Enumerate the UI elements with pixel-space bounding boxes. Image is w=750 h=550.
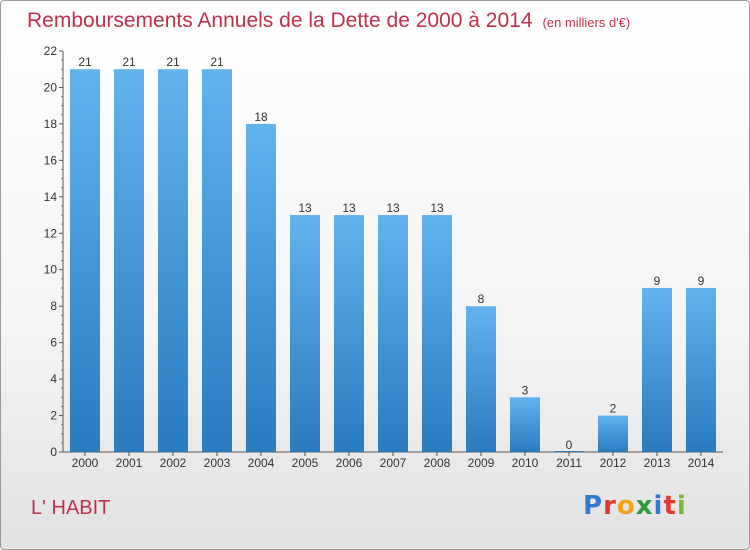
bar [114, 69, 144, 453]
bar [158, 69, 188, 453]
bar [202, 69, 232, 453]
data-label: 13 [430, 201, 444, 215]
y-tick-label: 6 [50, 336, 57, 350]
x-tick-label: 2012 [600, 456, 627, 470]
data-label: 21 [78, 55, 92, 69]
x-tick-label: 2001 [116, 456, 143, 470]
y-tick-label: 0 [50, 445, 57, 459]
x-tick-label: 2004 [248, 456, 275, 470]
logo-letter: i [653, 491, 664, 521]
data-label: 18 [254, 110, 268, 124]
bar [422, 215, 452, 452]
commune-name: L' HABIT [31, 497, 111, 519]
data-label: 13 [298, 201, 312, 215]
y-tick-label: 20 [44, 80, 58, 94]
title-unit: (en milliers d'€) [542, 15, 631, 30]
x-tick-label: 2014 [688, 456, 715, 470]
bar [686, 287, 716, 452]
data-label: 21 [210, 55, 224, 69]
bar [70, 69, 100, 453]
data-label: 3 [522, 383, 529, 397]
logo-letter: r [603, 491, 617, 521]
data-label: 9 [654, 274, 661, 288]
bar [378, 215, 408, 452]
data-label: 0 [566, 438, 573, 452]
y-tick-label: 2 [50, 409, 57, 423]
logo-letter: x [635, 491, 654, 521]
x-tick-label: 2000 [72, 456, 99, 470]
bar [642, 287, 672, 452]
data-label: 21 [122, 55, 136, 69]
data-label: 13 [386, 201, 400, 215]
bar [598, 415, 628, 452]
y-tick-label: 10 [44, 263, 58, 277]
x-tick-label: 2013 [644, 456, 671, 470]
logo-letter: i [676, 491, 687, 521]
bar [466, 306, 496, 452]
y-tick-label: 12 [44, 226, 58, 240]
x-tick-label: 2007 [380, 456, 407, 470]
bar [246, 123, 276, 452]
x-tick-label: 2006 [336, 456, 363, 470]
data-label: 9 [698, 274, 705, 288]
logo-letter: t [663, 491, 677, 521]
x-tick-label: 2011 [556, 456, 582, 470]
data-label: 2 [610, 402, 617, 416]
x-tick-label: 2002 [160, 456, 187, 470]
x-tick-label: 2003 [204, 456, 231, 470]
x-tick-label: 2010 [512, 456, 539, 470]
bar [290, 215, 320, 452]
data-label: 8 [478, 292, 485, 306]
logo-letter: P [583, 491, 604, 521]
y-tick-label: 8 [50, 299, 57, 313]
title-text: Remboursements Annuels de la Dette de 20… [27, 9, 533, 32]
bar [510, 397, 540, 452]
proxiti-logo: Proxiti [583, 491, 687, 521]
y-tick-label: 16 [44, 153, 58, 167]
y-tick-label: 4 [50, 372, 57, 386]
y-tick-label: 18 [44, 117, 58, 131]
data-label: 21 [166, 55, 180, 69]
chart-title: Remboursements Annuels de la Dette de 20… [27, 9, 630, 33]
data-label: 13 [342, 201, 356, 215]
x-tick-label: 2005 [292, 456, 319, 470]
bar [554, 451, 584, 452]
x-tick-label: 2009 [468, 456, 495, 470]
x-tick-label: 2008 [424, 456, 451, 470]
bar [334, 215, 364, 452]
y-tick-label: 14 [44, 190, 58, 204]
y-tick-label: 22 [44, 44, 58, 58]
logo-letter: o [616, 491, 636, 521]
